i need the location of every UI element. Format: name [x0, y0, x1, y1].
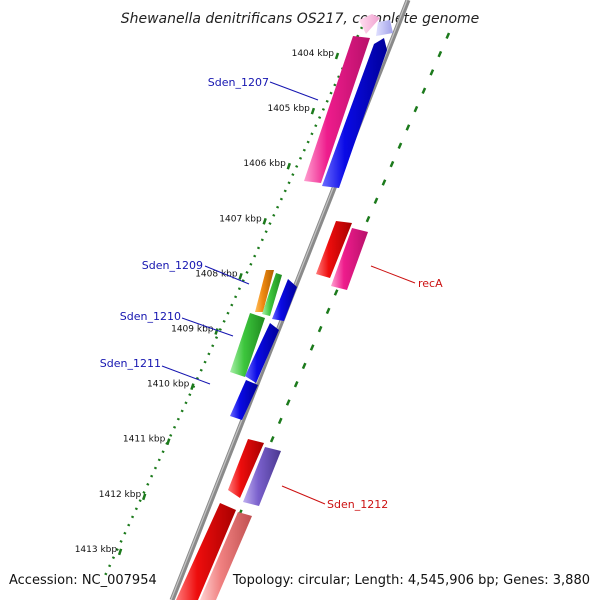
- ruler-tick-mark: [334, 52, 340, 60]
- gene-blue-1207-top[interactable]: [376, 20, 393, 36]
- leader-sden-1209: [204, 265, 250, 285]
- ruler-tick-mark: [190, 383, 195, 390]
- gene-bottom-block[interactable]: [176, 503, 252, 600]
- ruler-tick-mark: [214, 328, 219, 335]
- leader-sden-1212: [281, 485, 326, 505]
- leader-sden-1210: [181, 317, 234, 337]
- gene-sden-1211[interactable]: [230, 380, 258, 420]
- label-sden-1209[interactable]: Sden_1209: [142, 259, 203, 272]
- gene-sden-1209-block[interactable]: [255, 270, 297, 321]
- ruler-tick-mark: [166, 438, 171, 446]
- gene-red-1212[interactable]: [228, 439, 264, 498]
- ruler-track: [101, 26, 364, 581]
- ruler-tick-mark: [238, 273, 243, 280]
- ruler-tick-label: 1406 kbp: [243, 159, 286, 169]
- ruler-tick-label: 1404 kbp: [292, 49, 335, 59]
- ruler-tick-label: 1413 kbp: [75, 545, 118, 555]
- ruler-tick-mark: [117, 548, 123, 556]
- ruler-tick-label: 1411 kbp: [123, 435, 166, 445]
- leader-sden-1211: [161, 365, 211, 385]
- ruler-tick-mark: [142, 493, 147, 501]
- ruler-tick-label: 1405 kbp: [267, 104, 310, 114]
- topology-text: Topology: circular; Length: 4,545,906 bp…: [232, 573, 590, 588]
- gene-sden-1210[interactable]: [230, 313, 265, 377]
- leader-reca: [370, 265, 416, 284]
- ruler-tick-label: 1407 kbp: [219, 214, 262, 224]
- gene-sden-1207-block[interactable]: [304, 14, 393, 188]
- gene-reca[interactable]: [331, 228, 368, 290]
- gene-sden-1209[interactable]: [255, 270, 274, 312]
- gene-sden-1207-top[interactable]: [359, 14, 380, 34]
- gene-sden-1212-block[interactable]: [228, 439, 281, 506]
- ruler-tick-mark: [262, 217, 267, 225]
- ruler-tick-mark: [310, 107, 316, 115]
- gene-blue-1209[interactable]: [272, 279, 297, 321]
- gene-sden-1211-block[interactable]: [230, 380, 258, 420]
- gene-reca-block[interactable]: [316, 221, 368, 290]
- leader-sden-1207: [269, 81, 319, 101]
- ruler-tick-label: 1410 kbp: [147, 380, 190, 390]
- ruler-tick-label: 1408 kbp: [195, 269, 238, 279]
- label-sden-1210[interactable]: Sden_1210: [120, 310, 181, 323]
- gene-salmon-bottom[interactable]: [200, 512, 252, 600]
- ruler-tick-mark: [286, 162, 291, 170]
- accession-text: Accession: NC_007954: [9, 573, 157, 588]
- label-sden-1212[interactable]: Sden_1212: [327, 498, 388, 511]
- label-reca[interactable]: recA: [418, 277, 443, 290]
- map-title: Shewanella denitrificans OS217, complete…: [121, 11, 480, 27]
- label-sden-1211[interactable]: Sden_1211: [100, 357, 161, 370]
- ruler-tick-label: 1412 kbp: [99, 490, 142, 500]
- gene-red-bottom[interactable]: [176, 503, 236, 600]
- gene-sden-1210-block[interactable]: [230, 313, 279, 383]
- gene-blue-1210[interactable]: [245, 323, 279, 383]
- gene-sden-1212[interactable]: [243, 447, 281, 506]
- gene-sden-1207[interactable]: [304, 36, 370, 183]
- label-sden-1207[interactable]: Sden_1207: [208, 76, 269, 89]
- ruler-tick-label: 1409 kbp: [171, 325, 214, 335]
- gene-red-reca[interactable]: [316, 221, 352, 278]
- ruler-ticks: 1404 kbp 1405 kbp 1406 kbp 1407 kbp 1408 kbp…: [75, 49, 340, 556]
- gene-green-1209[interactable]: [262, 273, 282, 316]
- gene-blue-1207[interactable]: [322, 38, 387, 188]
